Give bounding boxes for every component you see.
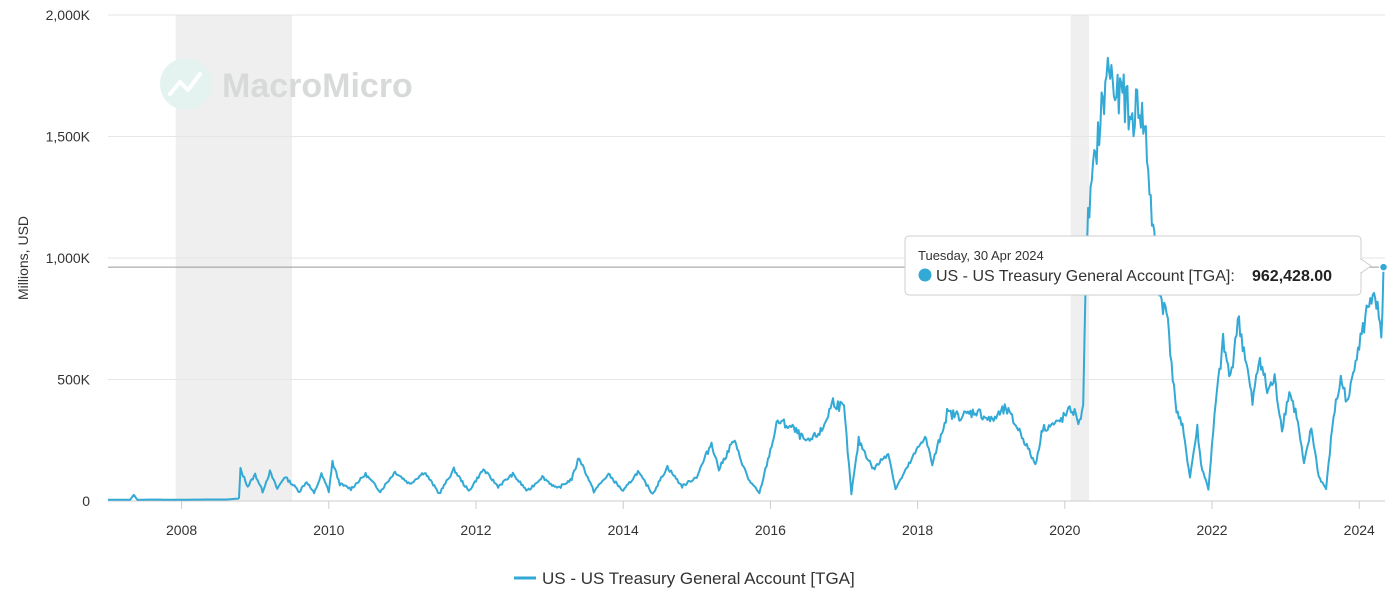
x-tick-label: 2018 — [902, 522, 933, 538]
watermark: MacroMicro — [160, 58, 413, 110]
tooltip-series-dot-icon — [918, 268, 932, 282]
legend-series-label[interactable]: US - US Treasury General Account [TGA] — [542, 569, 855, 588]
watermark-text: MacroMicro — [222, 67, 413, 105]
x-tick-label: 2020 — [1049, 522, 1080, 538]
macromicro-logo-icon — [160, 58, 212, 110]
tooltip-box — [904, 235, 1362, 296]
x-tick-label: 2008 — [166, 522, 197, 538]
legend[interactable]: US - US Treasury General Account [TGA] — [514, 569, 855, 588]
y-tick-label: 1,000K — [46, 250, 91, 266]
tooltip: Tuesday, 30 Apr 2024 US - US Treasury Ge… — [904, 235, 1372, 296]
x-tick-label: 2014 — [608, 522, 639, 538]
tooltip-pointer — [1360, 258, 1372, 274]
x-tick-label: 2010 — [313, 522, 344, 538]
y-tick-labels: 0 500K 1,000K 1,500K 2,000K — [46, 7, 91, 509]
hover-point-marker — [1378, 262, 1389, 272]
logo-trend-mark — [168, 72, 202, 96]
x-tick-label: 2016 — [755, 522, 786, 538]
tooltip-series-name: US - US Treasury General Account [TGA]: — [936, 268, 1235, 285]
y-tick-label: 500K — [57, 372, 90, 388]
x-tick-labels: 2008 2010 2012 2014 2016 2018 2020 2022 2024 — [166, 501, 1375, 538]
tga-series-line[interactable] — [108, 56, 1385, 501]
y-tick-label: 2,000K — [46, 7, 91, 23]
y-axis-label: Millions, USD — [15, 216, 31, 300]
tooltip-date: Tuesday, 30 Apr 2024 — [918, 248, 1044, 263]
x-tick-label: 2024 — [1344, 522, 1375, 538]
y-tick-label: 1,500K — [46, 129, 91, 145]
x-tick-label: 2022 — [1196, 522, 1227, 538]
y-tick-label: 0 — [82, 493, 90, 509]
x-tick-label: 2012 — [460, 522, 491, 538]
tooltip-value: 962,428.00 — [1252, 268, 1332, 285]
